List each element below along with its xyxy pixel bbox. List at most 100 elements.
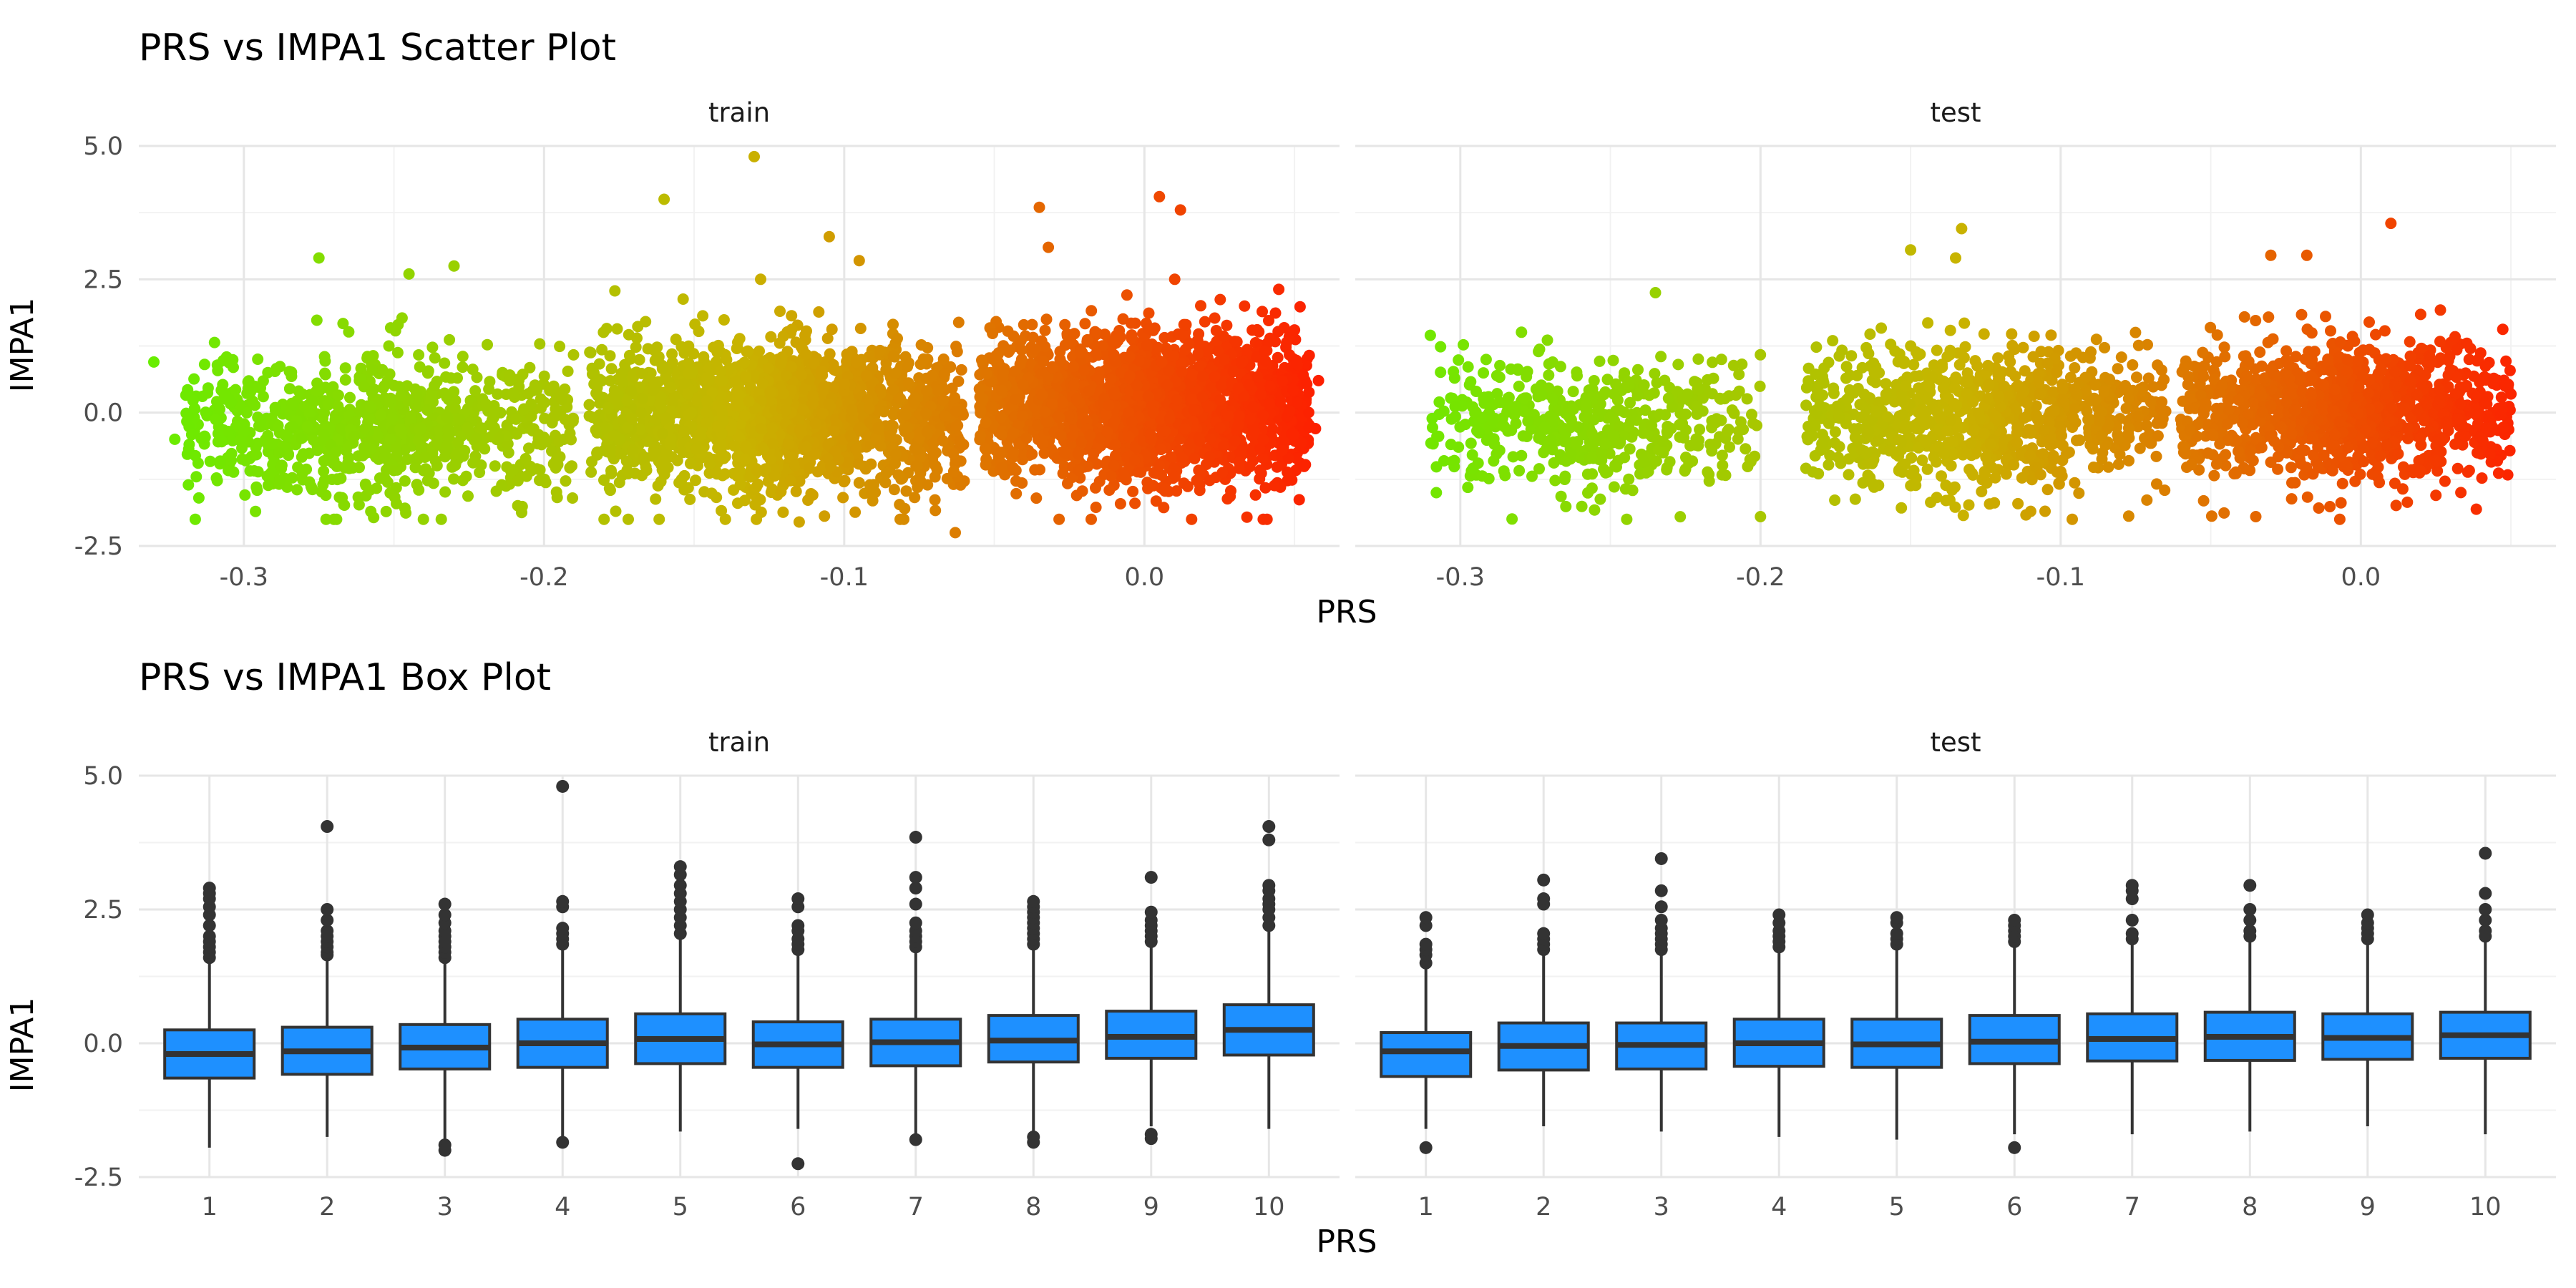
scatter-point bbox=[303, 476, 316, 488]
scatter-y-tick-label: 5.0 bbox=[83, 132, 123, 161]
scatter-point bbox=[1053, 411, 1065, 424]
scatter-point bbox=[429, 454, 441, 467]
scatter-point bbox=[439, 357, 451, 369]
scatter-point bbox=[1135, 466, 1147, 478]
scatter-point bbox=[603, 482, 615, 494]
scatter-point bbox=[1435, 366, 1447, 379]
scatter-point bbox=[609, 285, 621, 297]
scatter-point bbox=[293, 385, 305, 397]
scatter-point bbox=[977, 393, 989, 405]
scatter-point bbox=[337, 318, 349, 330]
scatter-point bbox=[1010, 475, 1022, 487]
scatter-point bbox=[1249, 489, 1262, 501]
scatter-point bbox=[1183, 338, 1195, 350]
scatter-point bbox=[200, 406, 212, 419]
scatter-point bbox=[295, 432, 307, 444]
scatter-point bbox=[210, 414, 222, 426]
scatter-point bbox=[301, 463, 313, 475]
scatter-point bbox=[449, 402, 461, 414]
scatter-point bbox=[1217, 440, 1229, 452]
scatter-point bbox=[1196, 371, 1209, 383]
scatter-point bbox=[401, 453, 414, 465]
scatter-point bbox=[286, 397, 298, 409]
scatter-point bbox=[189, 513, 201, 525]
scatter-point bbox=[384, 433, 396, 445]
scatter-point bbox=[1078, 364, 1091, 376]
scatter-point bbox=[460, 470, 472, 482]
scatter-point bbox=[1039, 341, 1051, 353]
scatter-point bbox=[1269, 479, 1280, 492]
scatter-point bbox=[796, 369, 807, 381]
scatter-point bbox=[682, 388, 694, 400]
scatter-point bbox=[683, 368, 695, 380]
scatter-point bbox=[469, 385, 482, 397]
scatter-point bbox=[762, 362, 774, 374]
scatter-point bbox=[432, 439, 444, 451]
scatter-point bbox=[411, 387, 422, 399]
scatter-point bbox=[441, 441, 453, 453]
scatter-point bbox=[588, 367, 600, 379]
scatter-point bbox=[386, 412, 399, 424]
scatter-point bbox=[1085, 305, 1098, 317]
scatter-point bbox=[648, 344, 660, 356]
scatter-point bbox=[329, 414, 341, 426]
scatter-point bbox=[1232, 419, 1244, 431]
scatter-point bbox=[1273, 283, 1285, 296]
scatter-point bbox=[328, 513, 340, 525]
scatter-point bbox=[1227, 365, 1239, 377]
scatter-point bbox=[766, 422, 778, 434]
scatter-point bbox=[394, 423, 406, 435]
scatter-point bbox=[1090, 502, 1102, 513]
scatter-point bbox=[311, 314, 323, 326]
scatter-point bbox=[902, 361, 914, 373]
scatter-point bbox=[452, 436, 464, 449]
scatter-point bbox=[1272, 351, 1284, 364]
scatter-point bbox=[716, 374, 728, 386]
scatter-point bbox=[1462, 361, 1474, 373]
scatter-point bbox=[1090, 348, 1102, 360]
scatter-point bbox=[330, 446, 342, 458]
scatter-point bbox=[553, 436, 565, 448]
scatter-y-tick-label: 2.5 bbox=[83, 265, 123, 294]
scatter-point bbox=[590, 424, 602, 436]
scatter-point bbox=[801, 325, 812, 337]
scatter-point bbox=[1062, 477, 1073, 489]
scatter-point bbox=[701, 394, 713, 406]
scatter-point bbox=[1171, 394, 1183, 406]
scatter-point bbox=[1109, 439, 1121, 451]
scatter-point bbox=[1192, 348, 1204, 359]
scatter-point bbox=[1090, 482, 1101, 494]
scatter-point bbox=[930, 460, 942, 472]
scatter-point bbox=[980, 453, 992, 465]
scatter-x-tick-label: -0.3 bbox=[1436, 563, 1485, 592]
scatter-point bbox=[1085, 513, 1097, 525]
scatter-point bbox=[650, 493, 662, 505]
scatter-title: PRS vs IMPA1 Scatter Plot bbox=[139, 26, 616, 69]
scatter-point bbox=[262, 366, 274, 379]
scatter-point bbox=[764, 386, 776, 399]
scatter-point bbox=[1204, 433, 1216, 445]
scatter-point bbox=[391, 346, 404, 358]
scatter-point bbox=[756, 377, 769, 389]
scatter-point bbox=[1222, 410, 1234, 422]
scatter-point bbox=[626, 413, 638, 425]
scatter-point bbox=[441, 411, 453, 424]
scatter-point bbox=[712, 399, 724, 411]
scatter-point bbox=[539, 412, 551, 424]
scatter-point bbox=[1193, 464, 1205, 477]
scatter-point bbox=[930, 504, 942, 517]
scatter-point bbox=[850, 443, 862, 455]
scatter-point bbox=[378, 452, 390, 464]
scatter-point bbox=[1147, 406, 1159, 418]
scatter-point bbox=[1214, 293, 1226, 306]
scatter-point bbox=[1016, 410, 1028, 422]
scatter-point bbox=[631, 332, 643, 344]
scatter-point bbox=[793, 516, 805, 528]
scatter-point bbox=[598, 474, 610, 486]
scatter-point bbox=[308, 434, 320, 447]
scatter-point bbox=[774, 306, 786, 317]
scatter-point bbox=[765, 487, 777, 498]
scatter-point bbox=[546, 445, 557, 457]
scatter-point bbox=[739, 409, 751, 421]
scatter-point bbox=[1291, 396, 1303, 409]
